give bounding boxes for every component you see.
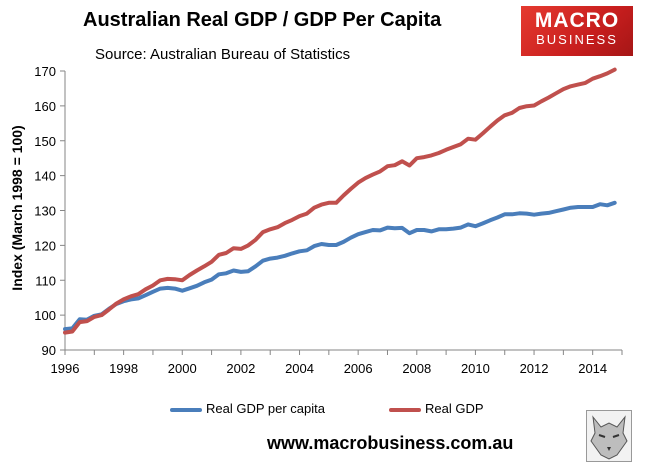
wolf-icon — [586, 410, 632, 462]
series-layer — [63, 67, 617, 335]
x-tick-label: 2008 — [402, 361, 431, 376]
macrobusiness-logo[interactable]: MACRO BUSINESS — [521, 6, 633, 56]
y-tick-label: 90 — [42, 343, 56, 358]
legend-swatch-real-gdp — [389, 407, 421, 412]
y-tick-label: 100 — [34, 308, 56, 323]
chart-subtitle: Source: Australian Bureau of Statistics — [95, 46, 351, 63]
x-tick-label: 2000 — [168, 361, 197, 376]
chart-title: Australian Real GDP / GDP Per Capita — [83, 9, 442, 31]
legend-item-real-gdp: Real GDP — [389, 401, 484, 416]
legend-label-real-gdp: Real GDP — [425, 401, 484, 416]
legend-swatch-gdp-per-capita — [170, 407, 202, 412]
y-tick-label: 140 — [34, 169, 56, 184]
logo-line2: BUSINESS — [536, 32, 618, 47]
legend-label-gdp-per-capita: Real GDP per capita — [206, 401, 325, 416]
x-tick-label: 2012 — [520, 361, 549, 376]
y-tick-label: 160 — [34, 99, 56, 114]
x-tick-label: 2010 — [461, 361, 490, 376]
y-tick-label: 130 — [34, 204, 56, 219]
logo-line1: MACRO — [534, 9, 620, 32]
x-tick-label: 1998 — [109, 361, 138, 376]
chart-axes: 90 100 110 120 130 140 150 160 170 1996 1998 2000 20… — [34, 64, 623, 376]
x-tick-label: 2006 — [344, 361, 373, 376]
x-tick-label: 2002 — [226, 361, 255, 376]
y-tick-label: 110 — [35, 273, 56, 288]
x-tick-label: 2004 — [285, 361, 314, 376]
x-tick-label: 1996 — [51, 361, 80, 376]
x-tick-label: 2014 — [578, 361, 607, 376]
y-tick-label: 170 — [34, 64, 56, 79]
y-tick-label: 120 — [34, 238, 56, 253]
website-url[interactable]: www.macrobusiness.com.au — [267, 433, 514, 453]
series-line-0 — [63, 200, 617, 332]
y-tick-label: 150 — [34, 134, 56, 149]
y-axis-label: Index (March 1998 = 100) — [9, 125, 25, 290]
legend-item-gdp-per-capita: Real GDP per capita — [170, 401, 325, 416]
series-line-1 — [63, 67, 617, 335]
